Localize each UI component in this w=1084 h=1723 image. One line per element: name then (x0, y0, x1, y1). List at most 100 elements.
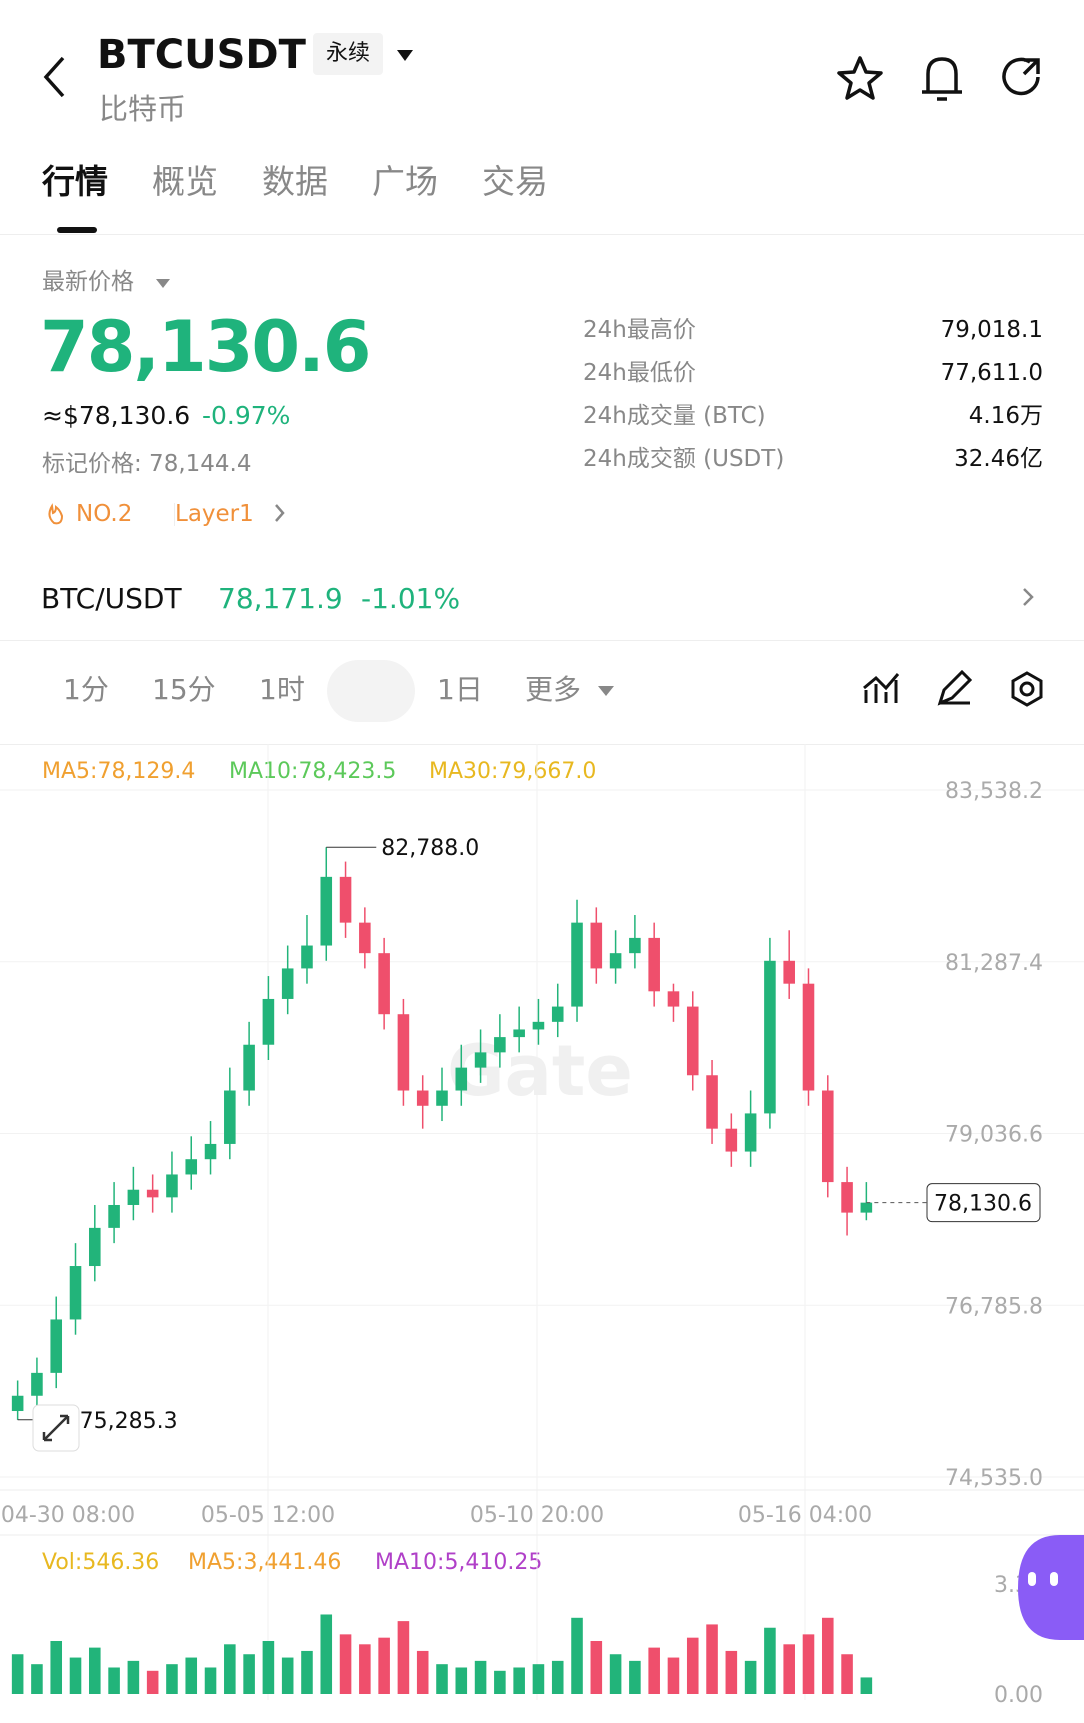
candle-body (686, 1006, 699, 1076)
vol-tick-label: 0.00 (994, 1683, 1043, 1708)
volume-bar (127, 1660, 140, 1694)
candle-body (629, 937, 641, 954)
candle-body (764, 960, 776, 1114)
candle-body (127, 1189, 140, 1205)
volume-bar (166, 1664, 178, 1694)
candle-body (513, 1029, 525, 1038)
timeframe[interactable]: 更多 (525, 673, 582, 706)
candle-body (725, 1128, 738, 1152)
volume-bar (11, 1654, 24, 1694)
candle-body (243, 1044, 255, 1091)
candle-body (224, 1090, 236, 1144)
candle-body (648, 937, 660, 992)
stat-value: 77,611.0 (940, 360, 1043, 386)
usd-price: ≈$78,130.6 (42, 401, 191, 430)
candle-body (494, 1037, 506, 1053)
candle-body (185, 1159, 198, 1175)
candle-body (667, 991, 680, 1007)
candle-body (50, 1319, 63, 1373)
candle-body (474, 1052, 487, 1068)
candle-body (416, 1090, 429, 1106)
candle-body (166, 1174, 178, 1198)
candle-body (783, 960, 795, 984)
volume-bar (725, 1650, 738, 1694)
volume-bar (532, 1664, 545, 1694)
stat-label: 24h成交额 (USDT) (583, 446, 785, 472)
sector[interactable]: Layer1 (174, 501, 254, 527)
candle-body (146, 1189, 159, 1198)
candle-body (455, 1067, 468, 1091)
volume-bar (686, 1637, 699, 1694)
timeframe[interactable]: 1时 (259, 673, 305, 706)
candle-body (108, 1204, 120, 1228)
timeframe[interactable]: 1分 (63, 673, 109, 706)
tab[interactable]: 广场 (372, 162, 438, 201)
tab[interactable]: 交易 (482, 162, 548, 201)
ma-legend: MA10:78,423.5 (229, 759, 397, 784)
candle-body (69, 1266, 82, 1320)
x-tick-label: 05-10 20:00 (470, 1503, 604, 1528)
volume-bar (320, 1614, 333, 1694)
y-tick-label: 76,785.8 (945, 1294, 1043, 1319)
candle-body (397, 1014, 410, 1091)
volume-bar (667, 1657, 680, 1694)
last-price-box (926, 1183, 1041, 1223)
volume-bar (609, 1654, 622, 1694)
candle-body (609, 953, 622, 969)
candle-body (841, 1182, 853, 1213)
x-tick-label: 05-16 04:00 (738, 1503, 872, 1528)
volume-bar (281, 1657, 294, 1694)
price-change: -0.97% (202, 401, 291, 430)
stat-label: 24h成交量 (BTC) (583, 403, 766, 429)
candle-body (11, 1395, 24, 1412)
tab[interactable]: 概览 (152, 162, 218, 201)
last-price-label: 78,130.6 (934, 1192, 1032, 1217)
contract-tag[interactable]: 永续 (313, 33, 383, 75)
spot-pair[interactable]: BTC/USDT (41, 582, 182, 615)
timeframe[interactable]: 1日 (437, 673, 483, 706)
candle-body (802, 983, 815, 1091)
candle-body (551, 1006, 564, 1022)
candle-body (744, 1113, 757, 1152)
y-tick-label: 74,535.0 (945, 1466, 1043, 1491)
price-label: 最新价格 (42, 269, 134, 295)
candle-body (339, 876, 352, 923)
volume-bar (783, 1644, 795, 1694)
volume-bar (860, 1677, 873, 1694)
volume-bar (474, 1660, 487, 1694)
volume-bar (551, 1660, 564, 1694)
y-tick-label: 83,538.2 (945, 779, 1043, 804)
volume-bar (224, 1644, 236, 1694)
watermark: Gate (447, 1030, 633, 1112)
volume-bar (301, 1650, 313, 1694)
max-label: 82,788.0 (381, 836, 479, 861)
timeframe[interactable]: 15分 (152, 673, 216, 706)
rank[interactable]: NO.2 (76, 501, 133, 527)
tab[interactable]: 数据 (262, 162, 328, 201)
y-tick-label: 79,036.6 (945, 1123, 1043, 1148)
ma-legend: MA30:79,667.0 (429, 759, 597, 784)
spot-price: 78,171.9 (218, 582, 343, 615)
volume-bar (706, 1624, 718, 1694)
vol-legend: MA5:3,441.46 (188, 1550, 342, 1575)
volume-bar (204, 1667, 217, 1694)
candle-body (821, 1090, 834, 1183)
volume-bar (416, 1650, 429, 1694)
volume-bar (108, 1667, 120, 1694)
volume-bar (31, 1664, 43, 1694)
symbol: BTCUSDT (97, 32, 306, 78)
volume-bar (513, 1667, 525, 1694)
volume-bar (185, 1657, 198, 1694)
volume-bar (378, 1637, 390, 1694)
volume-bar (455, 1667, 468, 1694)
volume-bar (571, 1617, 583, 1694)
volume-bar (69, 1657, 82, 1694)
stat-value: 4.16万 (968, 403, 1043, 429)
tab[interactable]: 行情 (42, 162, 108, 201)
divider (0, 640, 1084, 641)
ma-legend: MA5:78,129.4 (42, 759, 196, 784)
candle-body (378, 953, 390, 1015)
candle-body (532, 1021, 545, 1030)
